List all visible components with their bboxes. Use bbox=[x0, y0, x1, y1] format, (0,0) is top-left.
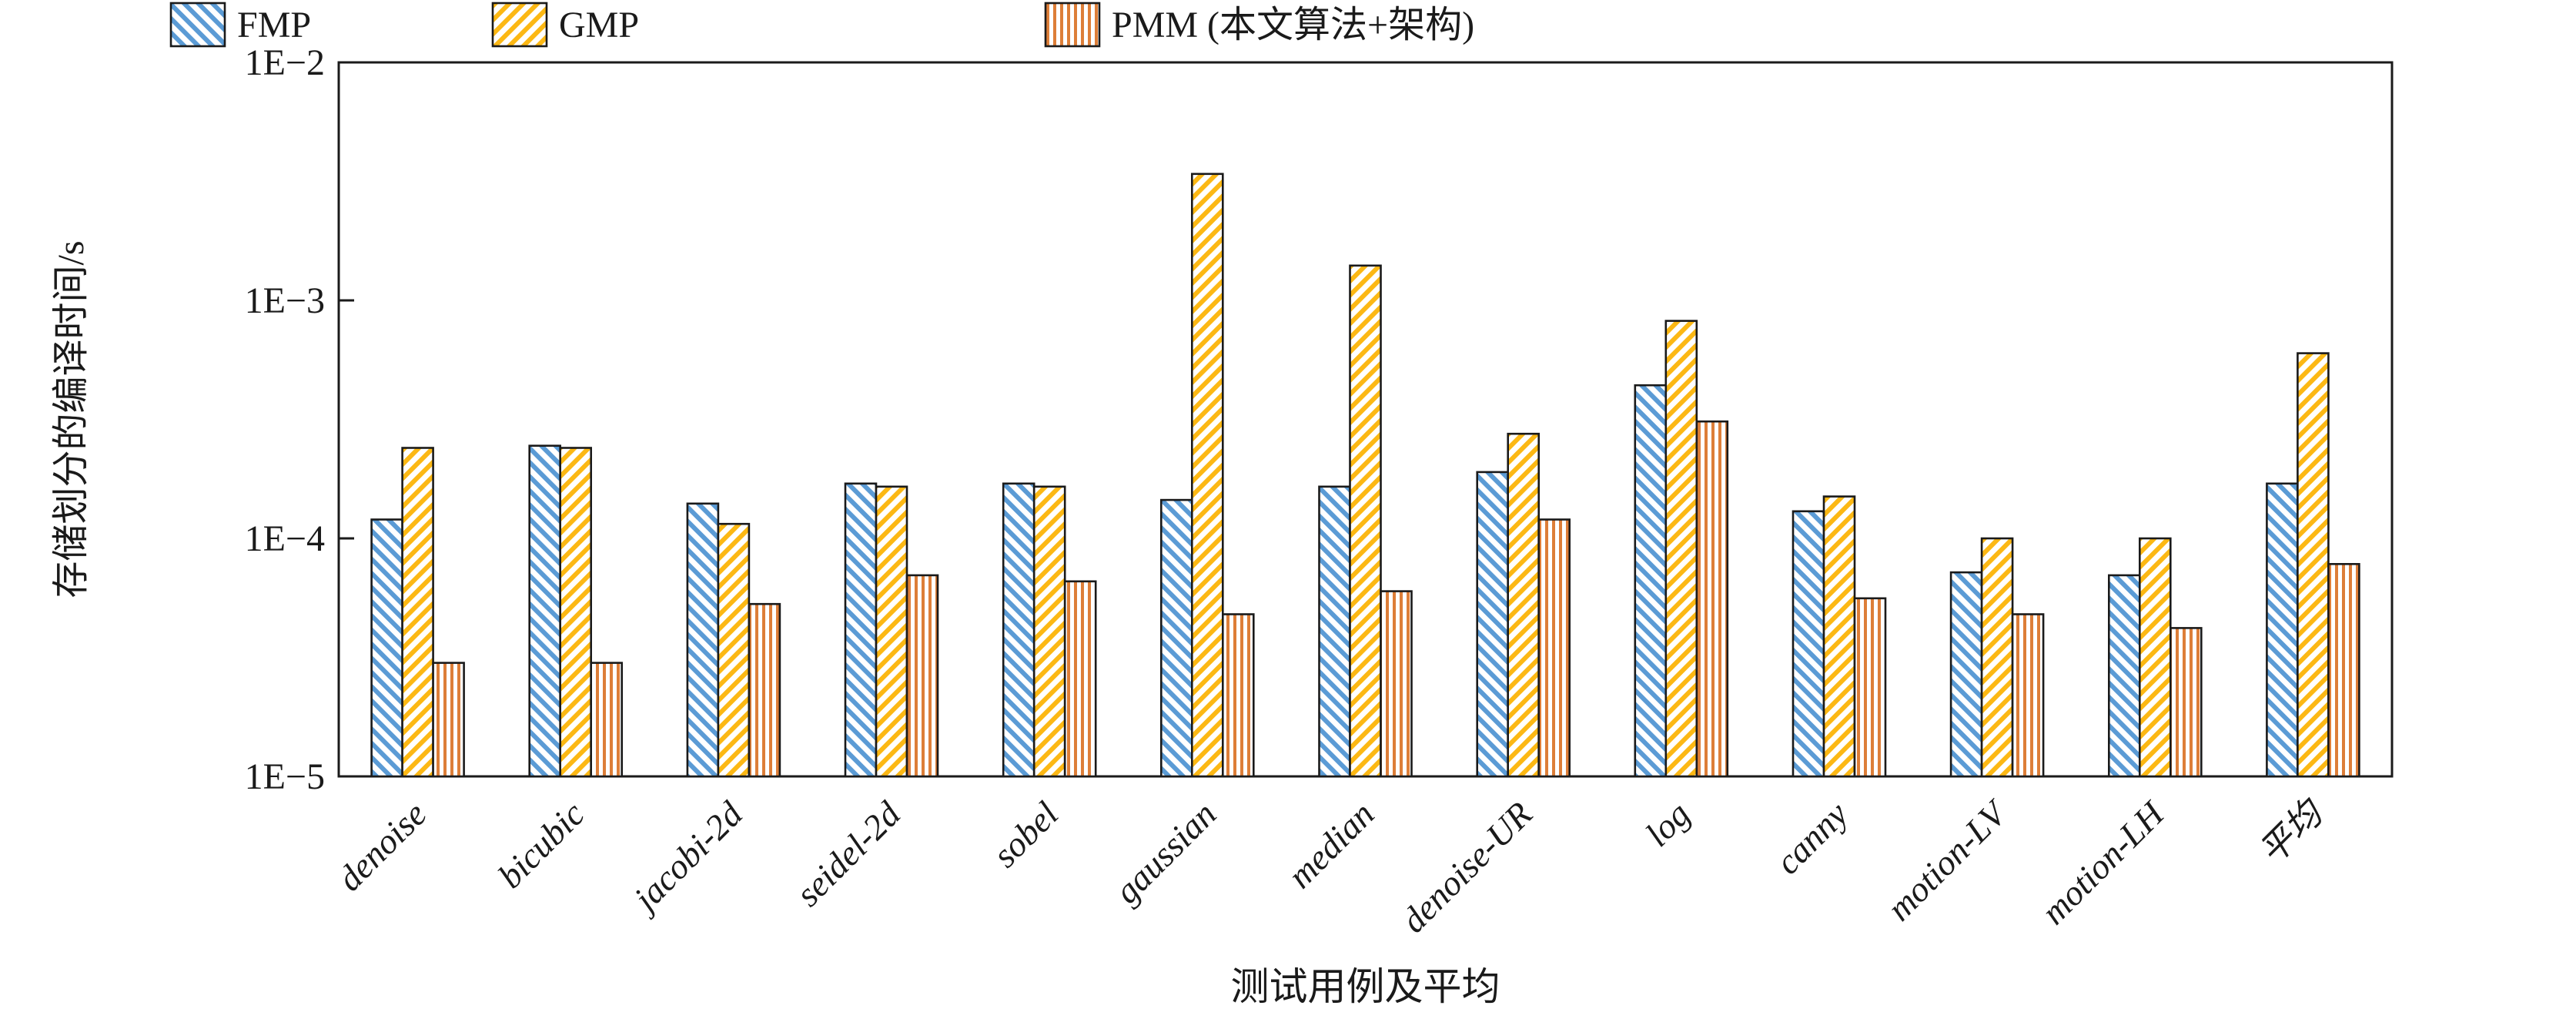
x-tick-label: denoise bbox=[330, 794, 433, 898]
bar-canny-PMM bbox=[1853, 597, 1887, 778]
bar-平均-FMP bbox=[2266, 482, 2299, 778]
y-tick-label: 1E−3 bbox=[245, 280, 325, 321]
bar-median-FMP bbox=[1318, 485, 1351, 778]
bar-canny-GMP bbox=[1822, 495, 1856, 778]
bar-denoise-PMM bbox=[432, 662, 465, 778]
bar-canny-FMP bbox=[1791, 510, 1825, 778]
x-tick-label: motion-LH bbox=[2034, 793, 2173, 932]
bar-motion-LH-GMP bbox=[2139, 537, 2172, 778]
bar-bicubic-FMP bbox=[528, 444, 562, 778]
bar-jacobi-2d-FMP bbox=[686, 502, 720, 778]
x-tick-label: log bbox=[1638, 794, 1698, 854]
x-tick-label: median bbox=[1280, 794, 1382, 896]
bar-denoise-UR-PMM bbox=[1537, 518, 1571, 778]
bar-median-PMM bbox=[1380, 590, 1413, 778]
bar-sobel-FMP bbox=[1002, 482, 1035, 778]
bar-median-GMP bbox=[1349, 264, 1382, 778]
bar-denoise-FMP bbox=[370, 518, 403, 778]
bar-平均-PMM bbox=[2327, 562, 2360, 778]
legend-label-GMP: GMP bbox=[559, 5, 639, 45]
legend-label-PMM: PMM (本文算法+架构) bbox=[1112, 5, 1474, 45]
y-tick-label: 1E−5 bbox=[245, 756, 325, 797]
bar-log-GMP bbox=[1664, 320, 1698, 778]
bar-sobel-GMP bbox=[1032, 485, 1066, 778]
legend-swatch-GMP bbox=[491, 2, 548, 48]
bar-motion-LH-PMM bbox=[2170, 627, 2203, 778]
bar-denoise-UR-GMP bbox=[1507, 432, 1540, 778]
bar-sobel-PMM bbox=[1063, 580, 1097, 778]
x-tick-label: 平均 bbox=[2251, 791, 2332, 872]
x-tick-label: seidel-2d bbox=[788, 793, 908, 913]
bar-bicubic-PMM bbox=[590, 662, 624, 778]
x-tick-label: bicubic bbox=[490, 794, 592, 896]
bar-jacobi-2d-GMP bbox=[717, 522, 751, 778]
y-tick-label: 1E−4 bbox=[245, 518, 325, 559]
x-tick-label: canny bbox=[1768, 794, 1855, 882]
bar-seidel-2d-PMM bbox=[905, 574, 939, 778]
bar-bicubic-GMP bbox=[559, 447, 593, 778]
bar-denoise-GMP bbox=[401, 447, 434, 778]
bar-gaussian-GMP bbox=[1191, 173, 1224, 778]
bar-gaussian-FMP bbox=[1160, 498, 1193, 778]
x-tick-label: gaussian bbox=[1107, 794, 1224, 911]
legend-swatch-PMM bbox=[1044, 2, 1101, 48]
x-tick-label: sobel bbox=[985, 794, 1066, 875]
bar-seidel-2d-FMP bbox=[844, 482, 878, 778]
bar-seidel-2d-GMP bbox=[875, 485, 908, 778]
bar-motion-LV-PMM bbox=[2011, 613, 2045, 778]
bar-jacobi-2d-PMM bbox=[748, 602, 781, 778]
bar-motion-LH-FMP bbox=[2108, 574, 2141, 778]
y-tick-label: 1E−2 bbox=[245, 42, 325, 83]
legend-swatch-FMP bbox=[169, 2, 226, 48]
legend-label-FMP: FMP bbox=[237, 5, 311, 45]
x-tick-label: denoise-UR bbox=[1393, 794, 1540, 940]
x-tick-label: motion-LV bbox=[1879, 792, 2016, 928]
bar-motion-LV-FMP bbox=[1949, 571, 1983, 778]
bar-log-PMM bbox=[1695, 420, 1729, 778]
bar-平均-GMP bbox=[2297, 352, 2330, 778]
y-axis-title: 存储划分的编译时间/s bbox=[51, 240, 92, 598]
x-tick-label: jacobi-2d bbox=[624, 793, 751, 920]
bar-motion-LV-GMP bbox=[1980, 537, 2014, 778]
bar-gaussian-PMM bbox=[1222, 613, 1255, 778]
x-axis-title: 测试用例及平均 bbox=[1231, 965, 1500, 1008]
bar-denoise-UR-FMP bbox=[1476, 471, 1509, 778]
bar-log-FMP bbox=[1634, 384, 1668, 778]
